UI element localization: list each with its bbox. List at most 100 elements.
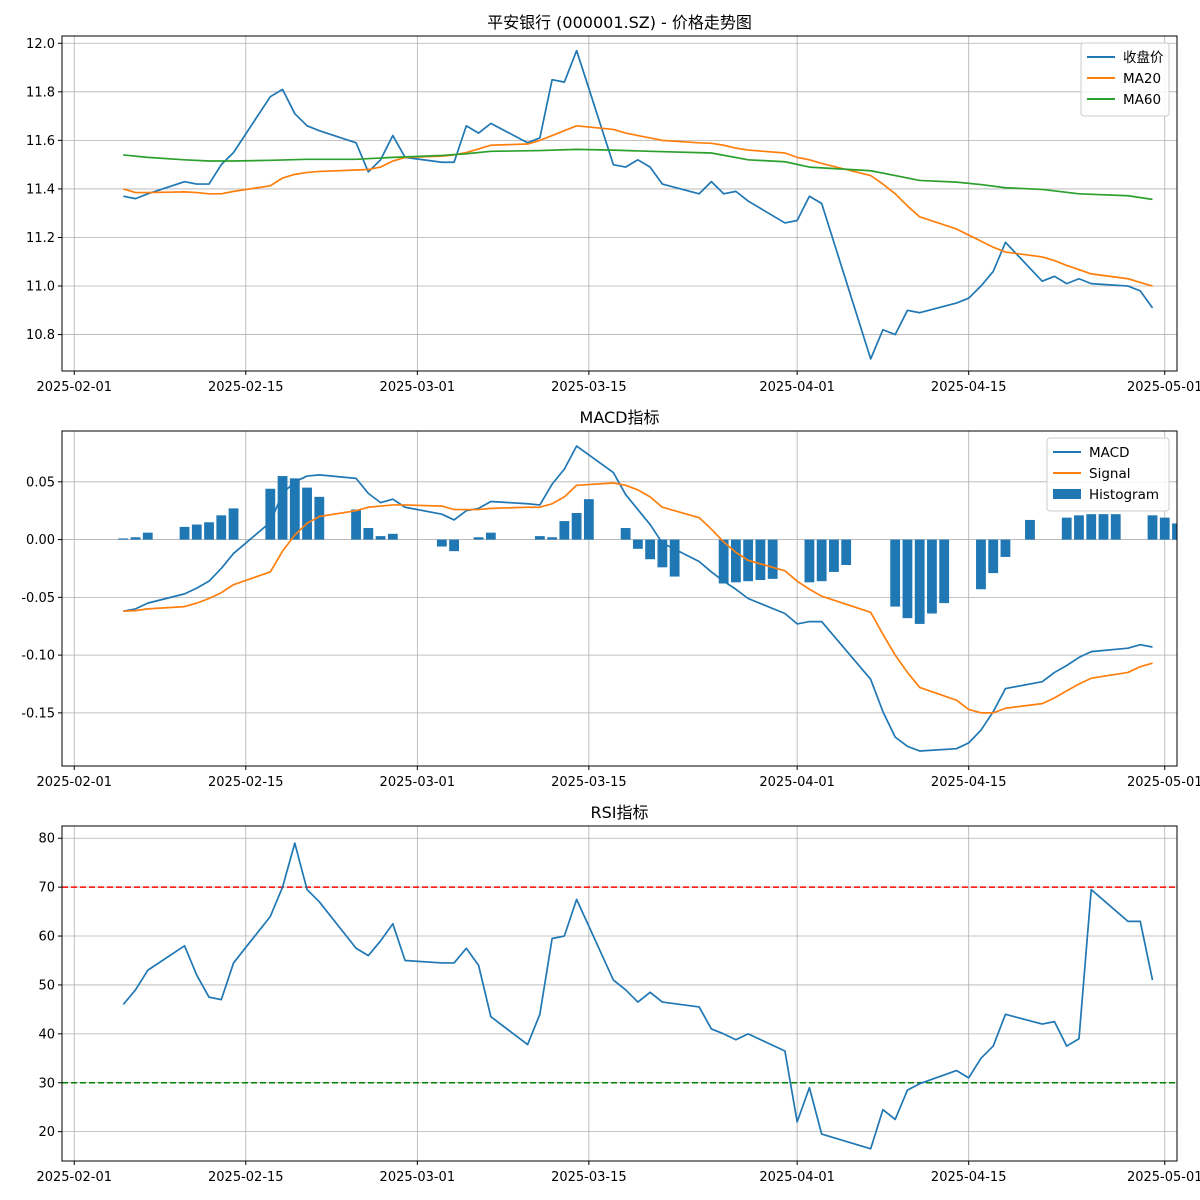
histogram-bar: [1025, 519, 1035, 540]
histogram-bar: [179, 526, 190, 540]
x-tick-label: 2025-03-15: [551, 775, 627, 790]
x-tick-label: 2025-02-15: [208, 380, 284, 395]
histogram-bar: [1159, 517, 1170, 540]
histogram-bar: [816, 539, 827, 582]
histogram-bar: [277, 476, 288, 540]
x-tick-label: 2025-03-01: [380, 1170, 456, 1185]
x-tick-label: 2025-05-01: [1127, 1170, 1200, 1185]
plot-area: [118, 445, 1177, 752]
legend-label: MACD: [1089, 445, 1129, 461]
histogram-bar: [1074, 515, 1084, 540]
series-line-0: [123, 445, 1153, 752]
price-panel: 2025-02-01 2025-02-15 2025-03-01 2025-03-15…: [26, 13, 1200, 395]
x-tick-label: 2025-04-01: [759, 380, 835, 395]
histogram-bar: [363, 528, 374, 540]
histogram-bar: [375, 536, 386, 540]
chart-title: MACD指标: [580, 408, 660, 427]
histogram-bar: [118, 538, 129, 540]
histogram-bar: [534, 536, 545, 540]
y-tick-label: 11.2: [26, 231, 55, 246]
histogram-bar: [436, 539, 447, 547]
x-tick-label: 2025-04-15: [931, 775, 1007, 790]
histogram-bar: [289, 478, 300, 540]
histogram-bar: [731, 539, 741, 583]
histogram-bar: [216, 515, 227, 540]
histogram-bar: [841, 539, 852, 565]
y-tick-label: 11.4: [26, 182, 55, 197]
series-line-1: [123, 124, 1153, 287]
histogram-bar: [976, 539, 986, 590]
histogram-bar: [485, 532, 496, 540]
macd-panel: 2025-02-01 2025-02-15 2025-03-01 2025-03-15…: [21, 408, 1200, 790]
y-tick-label: 11.8: [26, 85, 55, 100]
histogram-bar: [1086, 514, 1097, 540]
series-line-1: [123, 482, 1153, 714]
histogram-bar: [988, 539, 999, 574]
histogram-bar: [645, 539, 656, 560]
x-tick-label: 2025-02-15: [208, 1170, 284, 1185]
y-tick-label: 0.00: [26, 533, 55, 548]
plot-area: [123, 49, 1154, 360]
histogram-bar: [620, 528, 631, 540]
x-tick-label: 2025-03-15: [551, 1170, 627, 1185]
x-tick-label: 2025-03-01: [380, 775, 456, 790]
histogram-bar: [228, 508, 239, 540]
y-tick-label: 12.0: [26, 37, 55, 52]
histogram-bar: [1147, 515, 1158, 540]
histogram-bar: [1061, 517, 1072, 540]
histogram-bar: [130, 537, 141, 540]
x-tick-label: 2025-02-01: [36, 775, 112, 790]
series-line-0: [123, 49, 1154, 360]
histogram-bar: [449, 539, 459, 552]
x-tick-label: 2025-03-01: [380, 380, 456, 395]
x-tick-label: 2025-03-15: [551, 380, 627, 395]
histogram-bar: [669, 539, 680, 577]
legend: 收盘价 MA20 MA60: [1080, 42, 1170, 117]
histogram-bar: [191, 524, 202, 540]
legend-swatch-bar: [1053, 489, 1081, 499]
histogram-bar: [1098, 514, 1109, 540]
y-tick-label: 11.0: [26, 280, 55, 295]
histogram-bar: [1172, 523, 1177, 540]
chart-title: RSI指标: [591, 803, 649, 822]
axes-frame: [61, 825, 1178, 1162]
y-tick-label: -0.10: [21, 649, 55, 664]
histogram-bar: [583, 499, 594, 540]
histogram-bar: [473, 537, 484, 540]
axes-frame: [61, 35, 1178, 372]
y-tick-label: 80: [38, 832, 55, 847]
y-tick-label: 0.05: [26, 475, 55, 490]
y-tick-label: 11.6: [26, 134, 55, 149]
legend-label: Histogram: [1089, 487, 1159, 503]
histogram-bar: [829, 539, 839, 572]
histogram-bar: [718, 539, 729, 584]
y-tick-label: 30: [38, 1076, 55, 1091]
y-tick-label: -0.05: [21, 591, 55, 606]
y-tick-label: 60: [38, 930, 55, 945]
histogram-bar: [939, 539, 950, 604]
rsi-panel: 2025-02-01 2025-02-15 2025-03-01 2025-03-15…: [36, 803, 1200, 1185]
y-tick-label: 20: [38, 1125, 55, 1140]
x-tick-label: 2025-02-01: [36, 1170, 112, 1185]
y-tick-label: 40: [38, 1027, 55, 1042]
histogram-bar: [902, 539, 913, 619]
legend-label: MA20: [1123, 71, 1161, 87]
histogram-bar: [351, 509, 361, 540]
y-tick-label: 70: [38, 881, 55, 896]
x-tick-label: 2025-04-15: [931, 380, 1007, 395]
x-tick-label: 2025-04-15: [931, 1170, 1007, 1185]
x-tick-label: 2025-02-01: [36, 380, 112, 395]
x-tick-label: 2025-04-01: [759, 775, 835, 790]
axes-frame: [61, 430, 1178, 767]
x-tick-label: 2025-05-01: [1127, 380, 1200, 395]
chart-title: 平安银行 (000001.SZ) - 价格走势图: [487, 13, 752, 32]
histogram-bar: [142, 532, 153, 540]
legend-box: [1080, 42, 1170, 117]
histogram-bar: [314, 496, 325, 540]
histogram-bar: [632, 539, 643, 549]
histogram-bar: [767, 539, 778, 579]
y-tick-label: 50: [38, 978, 55, 993]
y-tick-label: 10.8: [26, 328, 55, 343]
legend-label: Signal: [1089, 466, 1130, 482]
